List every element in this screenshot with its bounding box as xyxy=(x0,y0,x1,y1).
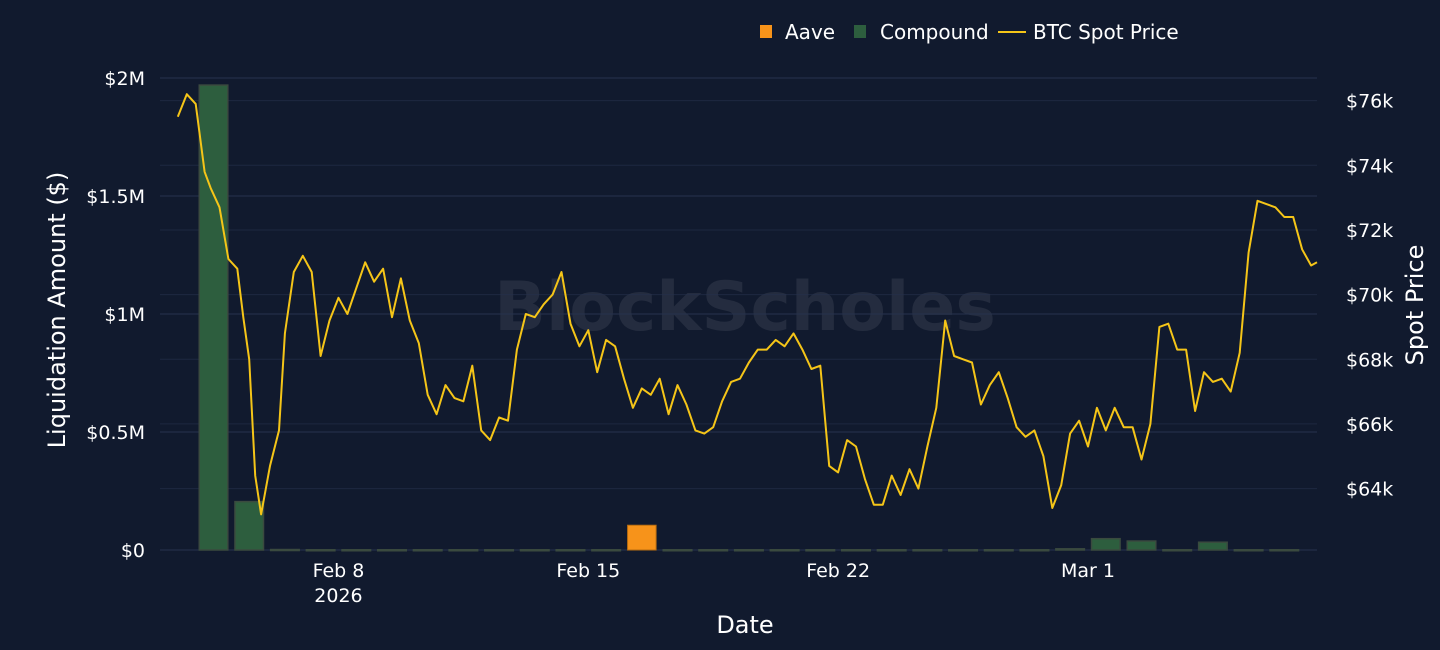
y-axis-right-title: Spot Price xyxy=(1401,245,1429,366)
bar-compound xyxy=(805,549,836,552)
legend-item-btc-spot-price[interactable]: BTC Spot Price xyxy=(998,20,1179,44)
y2-tick-label: $70k xyxy=(1346,285,1393,307)
y-axis-left-title: Liquidation Amount ($) xyxy=(43,172,71,449)
legend-item-aave[interactable]: Aave xyxy=(760,20,835,44)
bar-compound xyxy=(1090,537,1121,551)
legend-item-compound[interactable]: Compound xyxy=(854,20,989,44)
x-tick-label: Feb 15 xyxy=(556,560,620,582)
bar-compound xyxy=(876,549,907,552)
btc-spot-price-line xyxy=(176,93,1318,516)
y2-tick-label: $68k xyxy=(1346,349,1393,371)
bar-aave xyxy=(627,524,657,551)
legend-swatch-aave xyxy=(760,25,772,38)
bar-compound xyxy=(662,549,693,552)
bar-compound xyxy=(948,549,979,552)
legend-label-btc: BTC Spot Price xyxy=(1033,20,1179,44)
bar-compound xyxy=(912,549,943,552)
y2-tick-label: $74k xyxy=(1346,155,1393,177)
x-axis-title: Date xyxy=(716,611,773,639)
bar-compound xyxy=(341,549,372,552)
y-tick-label: $0.5M xyxy=(86,422,145,444)
y2-tick-label: $66k xyxy=(1346,414,1393,436)
y-tick-label: $2M xyxy=(104,68,145,90)
bar-compound xyxy=(198,84,229,551)
bar-compound xyxy=(1233,549,1264,552)
bar-compound xyxy=(305,549,336,552)
y2-tick-label: $64k xyxy=(1346,479,1393,501)
x-tick-label: Feb 8 xyxy=(313,560,365,582)
bar-compound xyxy=(376,549,408,552)
bar-compound xyxy=(698,549,729,552)
legend-label-aave: Aave xyxy=(785,20,835,44)
x-tick-sublabel: 2026 xyxy=(314,585,362,607)
bar-compound xyxy=(1269,549,1300,552)
bar-compound xyxy=(234,500,265,551)
watermark: BlockScholes xyxy=(494,268,996,347)
legend[interactable]: Aave Compound BTC Spot Price xyxy=(760,20,1179,44)
y-tick-label: $0 xyxy=(121,540,145,562)
grid-layer xyxy=(160,77,1317,551)
y-tick-label: $1.5M xyxy=(86,186,145,208)
bar-compound xyxy=(1019,549,1050,552)
y2-tick-label: $72k xyxy=(1346,220,1393,242)
bar-compound xyxy=(591,549,622,552)
y-axis-left: $0 $0.5M $1M $1.5M $2M xyxy=(86,68,145,562)
bar-compound xyxy=(840,549,872,552)
bar-compound xyxy=(983,549,1014,552)
y-tick-label: $1M xyxy=(104,304,145,326)
legend-label-compound: Compound xyxy=(880,20,989,44)
bars-layer xyxy=(198,84,1300,552)
bar-compound xyxy=(555,549,586,552)
bar-compound xyxy=(1126,540,1157,551)
bar-compound xyxy=(448,549,479,552)
bar-compound xyxy=(1197,541,1228,551)
bar-compound xyxy=(769,549,800,552)
x-tick-label: Feb 22 xyxy=(806,560,870,582)
x-tick-label: Mar 1 xyxy=(1061,560,1115,582)
bar-compound xyxy=(519,549,550,552)
bar-compound xyxy=(269,548,300,552)
line-layer xyxy=(176,93,1318,516)
bar-compound xyxy=(1162,549,1193,552)
y-axis-right: $64k $66k $68k $70k $72k $74k $76k xyxy=(1346,91,1393,501)
x-axis: Feb 8 2026 Feb 15 Feb 22 Mar 1 xyxy=(313,560,1115,607)
y2-tick-label: $76k xyxy=(1346,91,1393,113)
bar-compound xyxy=(484,549,515,552)
bar-compound xyxy=(412,549,443,552)
legend-swatch-compound xyxy=(854,25,866,38)
bar-compound xyxy=(733,549,764,552)
bar-compound xyxy=(1055,548,1086,551)
